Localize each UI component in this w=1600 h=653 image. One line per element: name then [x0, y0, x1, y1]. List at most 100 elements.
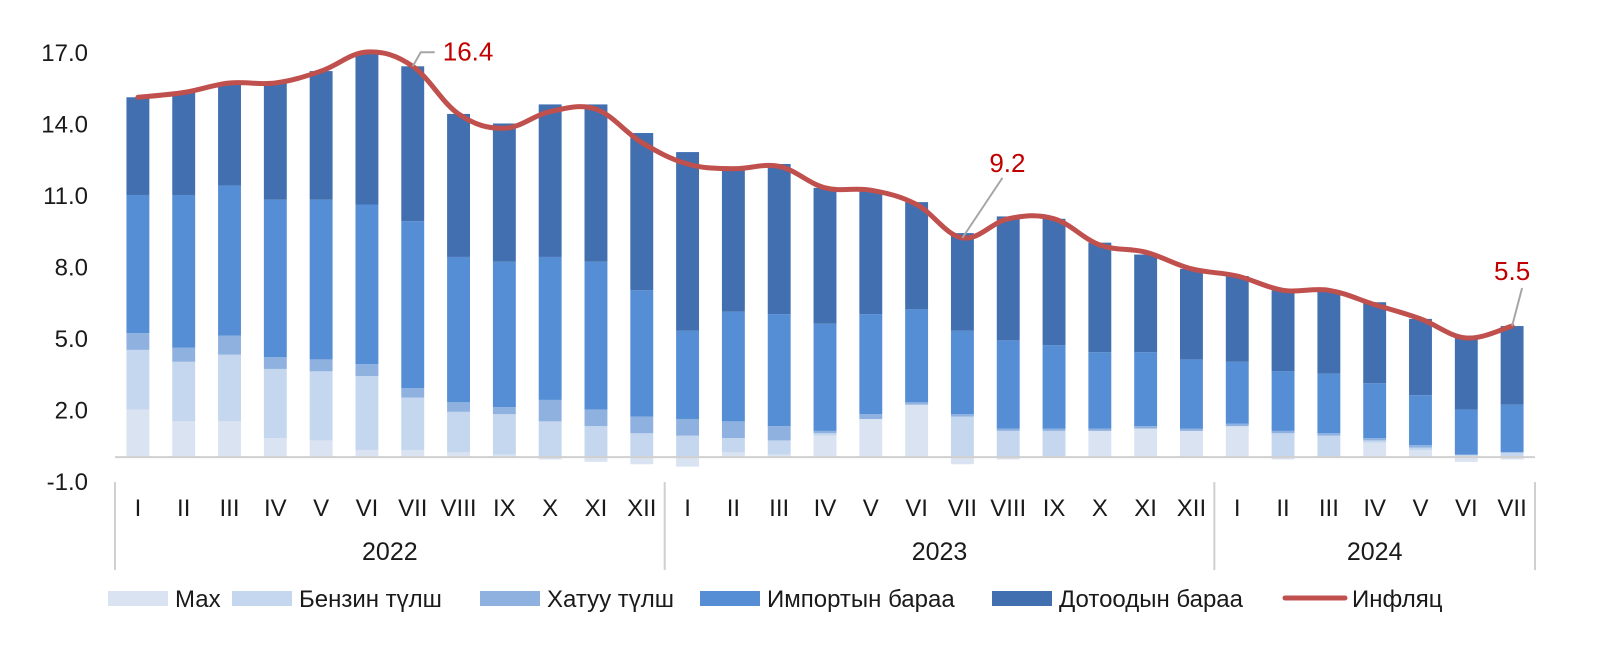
- bar-segment: [492, 123, 516, 262]
- x-tick-label: V: [313, 495, 329, 522]
- x-tick-label: I: [684, 495, 691, 522]
- bar-segment: [950, 330, 974, 415]
- x-tick-label: X: [542, 495, 558, 522]
- y-tick-label: 17.0: [41, 40, 88, 67]
- legend: Мах Бензин түлш Хатуу түлш Импортын бараа До…: [108, 586, 1443, 613]
- bar-segment: [126, 409, 150, 458]
- bar-segment: [996, 216, 1020, 341]
- bar-segment: [172, 92, 196, 195]
- bar-segment: [1454, 335, 1478, 410]
- y-axis: 17.0 14.0 11.0 8.0 5.0 2.0 -1.0: [41, 40, 88, 496]
- bar-segment: [584, 457, 608, 462]
- legend-item: Хатуу түлш: [480, 586, 674, 613]
- bar-segment: [401, 388, 425, 398]
- bar-segment: [309, 199, 333, 360]
- y-tick-label: 8.0: [55, 254, 88, 281]
- bar-segment: [767, 426, 791, 441]
- legend-item: Мах: [108, 586, 221, 613]
- bar-segment: [1409, 449, 1432, 458]
- bar-segment: [630, 433, 654, 458]
- bar-segment: [401, 221, 425, 389]
- bar-stack: [1042, 218, 1066, 458]
- data-labels: 16.4 9.2 5.5: [411, 36, 1530, 327]
- bar-stack: [996, 216, 1020, 460]
- bar-segment: [950, 457, 974, 465]
- legend-swatch: [700, 591, 760, 606]
- year-label: 2022: [362, 538, 418, 566]
- bar-segment: [1042, 218, 1066, 346]
- bar-segment: [1363, 442, 1387, 458]
- bar-segment: [263, 199, 287, 358]
- bar-segment: [1180, 428, 1203, 431]
- bar-stack: [950, 233, 974, 465]
- bar-segment: [401, 66, 425, 222]
- x-tick-label: VI: [905, 495, 928, 522]
- bar-segment: [218, 421, 241, 458]
- bar-segment: [1042, 430, 1066, 458]
- bar-segment: [767, 454, 791, 458]
- bar-stack: [1225, 276, 1249, 458]
- bar-segment: [1042, 428, 1066, 431]
- bar-segment: [1363, 438, 1387, 441]
- bar-segment: [1134, 426, 1158, 429]
- bar-stack: [126, 97, 150, 458]
- bar-stack: [492, 123, 516, 458]
- bar-stack: [905, 202, 929, 458]
- bar-segment: [126, 349, 150, 410]
- bar-stack: [1409, 318, 1432, 458]
- bar-segment: [172, 194, 196, 348]
- bar-segment: [859, 314, 883, 415]
- bar-segment: [813, 433, 837, 436]
- bar-segment: [309, 71, 333, 200]
- x-tick-label: V: [863, 495, 879, 522]
- bar-segment: [1225, 426, 1249, 458]
- bar-segment: [630, 133, 654, 291]
- legend-label: Дотоодын бараа: [1059, 586, 1244, 613]
- bar-stack: [172, 92, 196, 458]
- bar-segment: [309, 440, 333, 458]
- bar-segment: [447, 113, 470, 257]
- x-tick-label: IV: [1363, 495, 1386, 522]
- bar-segment: [401, 449, 425, 458]
- bar-segment: [1180, 430, 1203, 458]
- bar-segment: [447, 411, 470, 453]
- x-tick-label: III: [769, 495, 789, 522]
- x-tick-label: XI: [1134, 495, 1157, 522]
- bar-stack: [1271, 290, 1295, 460]
- x-tick-label: XII: [627, 495, 656, 522]
- legend-swatch: [992, 591, 1052, 606]
- bar-segment: [263, 368, 287, 439]
- bar-segment: [447, 452, 470, 458]
- bar-segment: [538, 104, 562, 257]
- bar-segment: [172, 361, 196, 422]
- y-tick-label: -1.0: [47, 469, 88, 496]
- bar-segment: [1088, 428, 1112, 431]
- bar-stack: [447, 113, 470, 458]
- bar-stack: [218, 82, 241, 458]
- bar-stack: [767, 164, 791, 458]
- bar-stack: [630, 133, 654, 465]
- bar-segment: [721, 166, 745, 312]
- bar-segment: [492, 414, 516, 455]
- bar-stack: [401, 66, 425, 458]
- y-tick-label: 14.0: [41, 111, 88, 138]
- bar-segment: [309, 359, 333, 372]
- bar-stack: [1363, 302, 1387, 458]
- x-tick-label: VIII: [990, 495, 1026, 522]
- bar-segment: [538, 399, 562, 422]
- bar-stack: [813, 187, 837, 458]
- bar-segment: [1409, 447, 1432, 450]
- x-tick-label: VIII: [441, 495, 477, 522]
- bar-stack: [1180, 268, 1203, 458]
- bar-segment: [218, 335, 241, 355]
- bar-segment: [813, 435, 837, 458]
- bar-segment: [1088, 242, 1112, 353]
- bar-segment: [1134, 352, 1158, 427]
- legend-swatch: [108, 591, 168, 606]
- y-tick-label: 2.0: [55, 397, 88, 424]
- bar-segment: [813, 323, 837, 431]
- bar-segment: [263, 82, 287, 200]
